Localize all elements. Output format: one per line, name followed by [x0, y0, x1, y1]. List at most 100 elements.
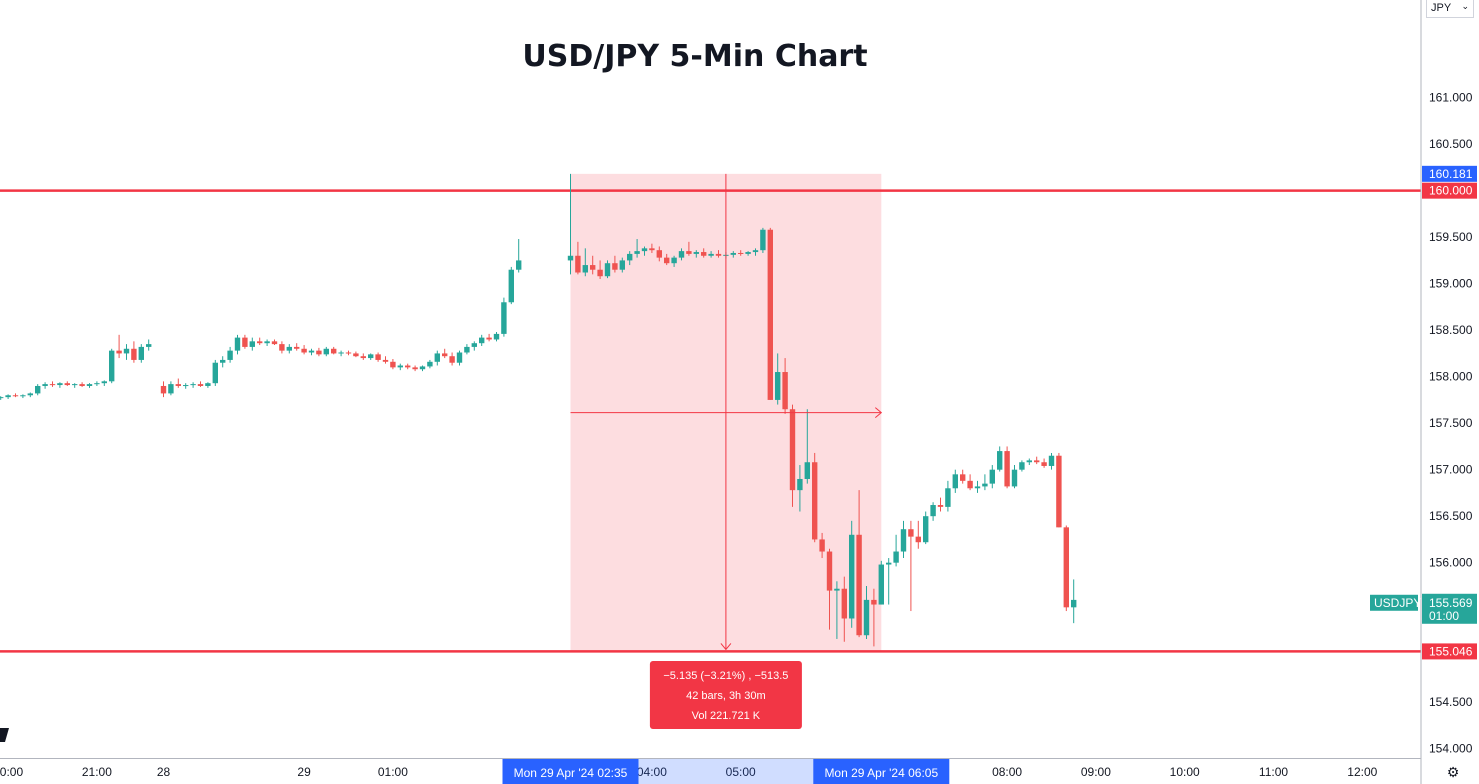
currency-select[interactable]: JPY ⌄ — [1426, 0, 1474, 18]
candle-body — [64, 383, 70, 386]
price-tag-0-text: 160.181 — [1429, 167, 1473, 181]
candle-body — [1048, 455, 1055, 466]
candle-body — [804, 462, 810, 479]
candle-91 — [671, 255, 677, 267]
price-axis-tick-label: 154.000 — [1429, 742, 1473, 756]
candle-body — [160, 385, 167, 394]
candle-145 — [1071, 579, 1077, 624]
price-axis-tick-label: 161.000 — [1429, 91, 1473, 105]
candle-94 — [693, 250, 699, 258]
candle-body — [960, 474, 966, 481]
gear-icon[interactable]: ⚙ — [1446, 765, 1460, 781]
candle-body — [286, 346, 292, 351]
candle-body — [900, 529, 907, 552]
bar-countdown: 01:00 — [1429, 609, 1459, 623]
candle-body — [641, 248, 648, 252]
price-axis-tick-label: 158.500 — [1429, 323, 1473, 337]
candle-122 — [900, 520, 907, 559]
candle-51 — [331, 346, 337, 355]
candle-body — [886, 562, 892, 565]
candle-body — [279, 344, 285, 351]
candle-58 — [382, 356, 389, 364]
candle-body — [627, 253, 633, 261]
candle-body — [493, 333, 500, 340]
price-axis[interactable]: 161.000 160.500 159.500 159.000 158.500 158.0… — [1429, 91, 1473, 756]
candle-30 — [175, 378, 181, 388]
candle-body — [375, 354, 381, 360]
time-axis-tick-label: 04:00 — [637, 765, 667, 779]
candle-114 — [841, 576, 847, 642]
price-tag-0: 160.181 — [1422, 165, 1477, 182]
candle-88 — [649, 243, 655, 253]
candle-body — [101, 381, 107, 384]
candle-131 — [967, 474, 973, 491]
candle-body — [915, 536, 921, 543]
candle-body — [264, 341, 270, 344]
time-axis-end-tag: Mon 29 Apr '24 06:05 — [813, 759, 950, 784]
candle-85 — [627, 251, 633, 266]
candle-body — [715, 253, 722, 256]
candle-40 — [249, 337, 255, 351]
candle-body — [249, 341, 255, 347]
candle-body — [797, 478, 803, 491]
candle-132 — [974, 480, 981, 493]
candle-body — [834, 588, 840, 591]
candle-body — [752, 250, 759, 253]
candle-128 — [945, 480, 951, 512]
candle-48 — [308, 348, 315, 356]
candle-70 — [471, 341, 477, 351]
candle-27 — [146, 339, 152, 351]
candle-116 — [856, 490, 862, 638]
candle-body — [678, 251, 685, 258]
candle-body — [449, 356, 455, 363]
level-tag-0-text: 160.000 — [1429, 184, 1473, 198]
candle-body — [360, 356, 366, 359]
candle-body — [841, 588, 847, 619]
candle-54 — [353, 351, 359, 358]
candle-62 — [412, 365, 418, 372]
candle-64 — [427, 359, 433, 369]
candle-8 — [5, 394, 11, 399]
candle-44 — [279, 341, 285, 354]
candle-120 — [886, 558, 892, 605]
candle-body — [782, 372, 788, 410]
candle-body — [775, 372, 781, 400]
candle-body — [1041, 462, 1047, 466]
candle-24 — [123, 344, 130, 360]
time-axis[interactable]: 20:0021:00282901:0004:0005:0007:0008:000… — [0, 759, 1378, 784]
candle-86 — [634, 239, 640, 258]
measure-info-box — [649, 661, 802, 729]
candle-32 — [190, 382, 196, 388]
candle-body — [997, 451, 1003, 470]
candle-46 — [294, 343, 300, 351]
candle-17 — [72, 383, 78, 388]
time-axis-tick-label: 20:00 — [0, 765, 23, 779]
candle-body — [826, 551, 833, 591]
candles — [0, 173, 1077, 647]
candle-78 — [575, 241, 581, 275]
candle-93 — [686, 241, 692, 256]
time-axis-start-tag-text: Mon 29 Apr '24 02:35 — [514, 766, 628, 780]
candle-body — [582, 265, 588, 273]
candle-52 — [338, 350, 344, 357]
candle-body — [316, 350, 322, 355]
candle-100 — [738, 250, 744, 256]
candle-body — [390, 361, 396, 368]
candle-56 — [368, 353, 374, 360]
candle-18 — [79, 382, 85, 387]
candle-body — [479, 337, 485, 344]
measure-overlay: −5.135 (−3.21%) , −513.5 42 bars, 3h 30m V… — [570, 173, 883, 729]
price-axis-tick-label: 157.500 — [1429, 416, 1473, 430]
price-axis-tick-label: 159.500 — [1429, 230, 1473, 244]
candle-66 — [442, 348, 448, 359]
candle-35 — [212, 359, 218, 386]
candle-144 — [1063, 525, 1069, 612]
candle-38 — [234, 334, 241, 355]
candle-109 — [804, 409, 810, 484]
candle-body — [923, 516, 929, 543]
candle-body — [308, 350, 315, 353]
candle-10 — [20, 394, 26, 399]
level-tag-0: 160.000 — [1422, 182, 1477, 199]
candle-33 — [197, 381, 204, 387]
